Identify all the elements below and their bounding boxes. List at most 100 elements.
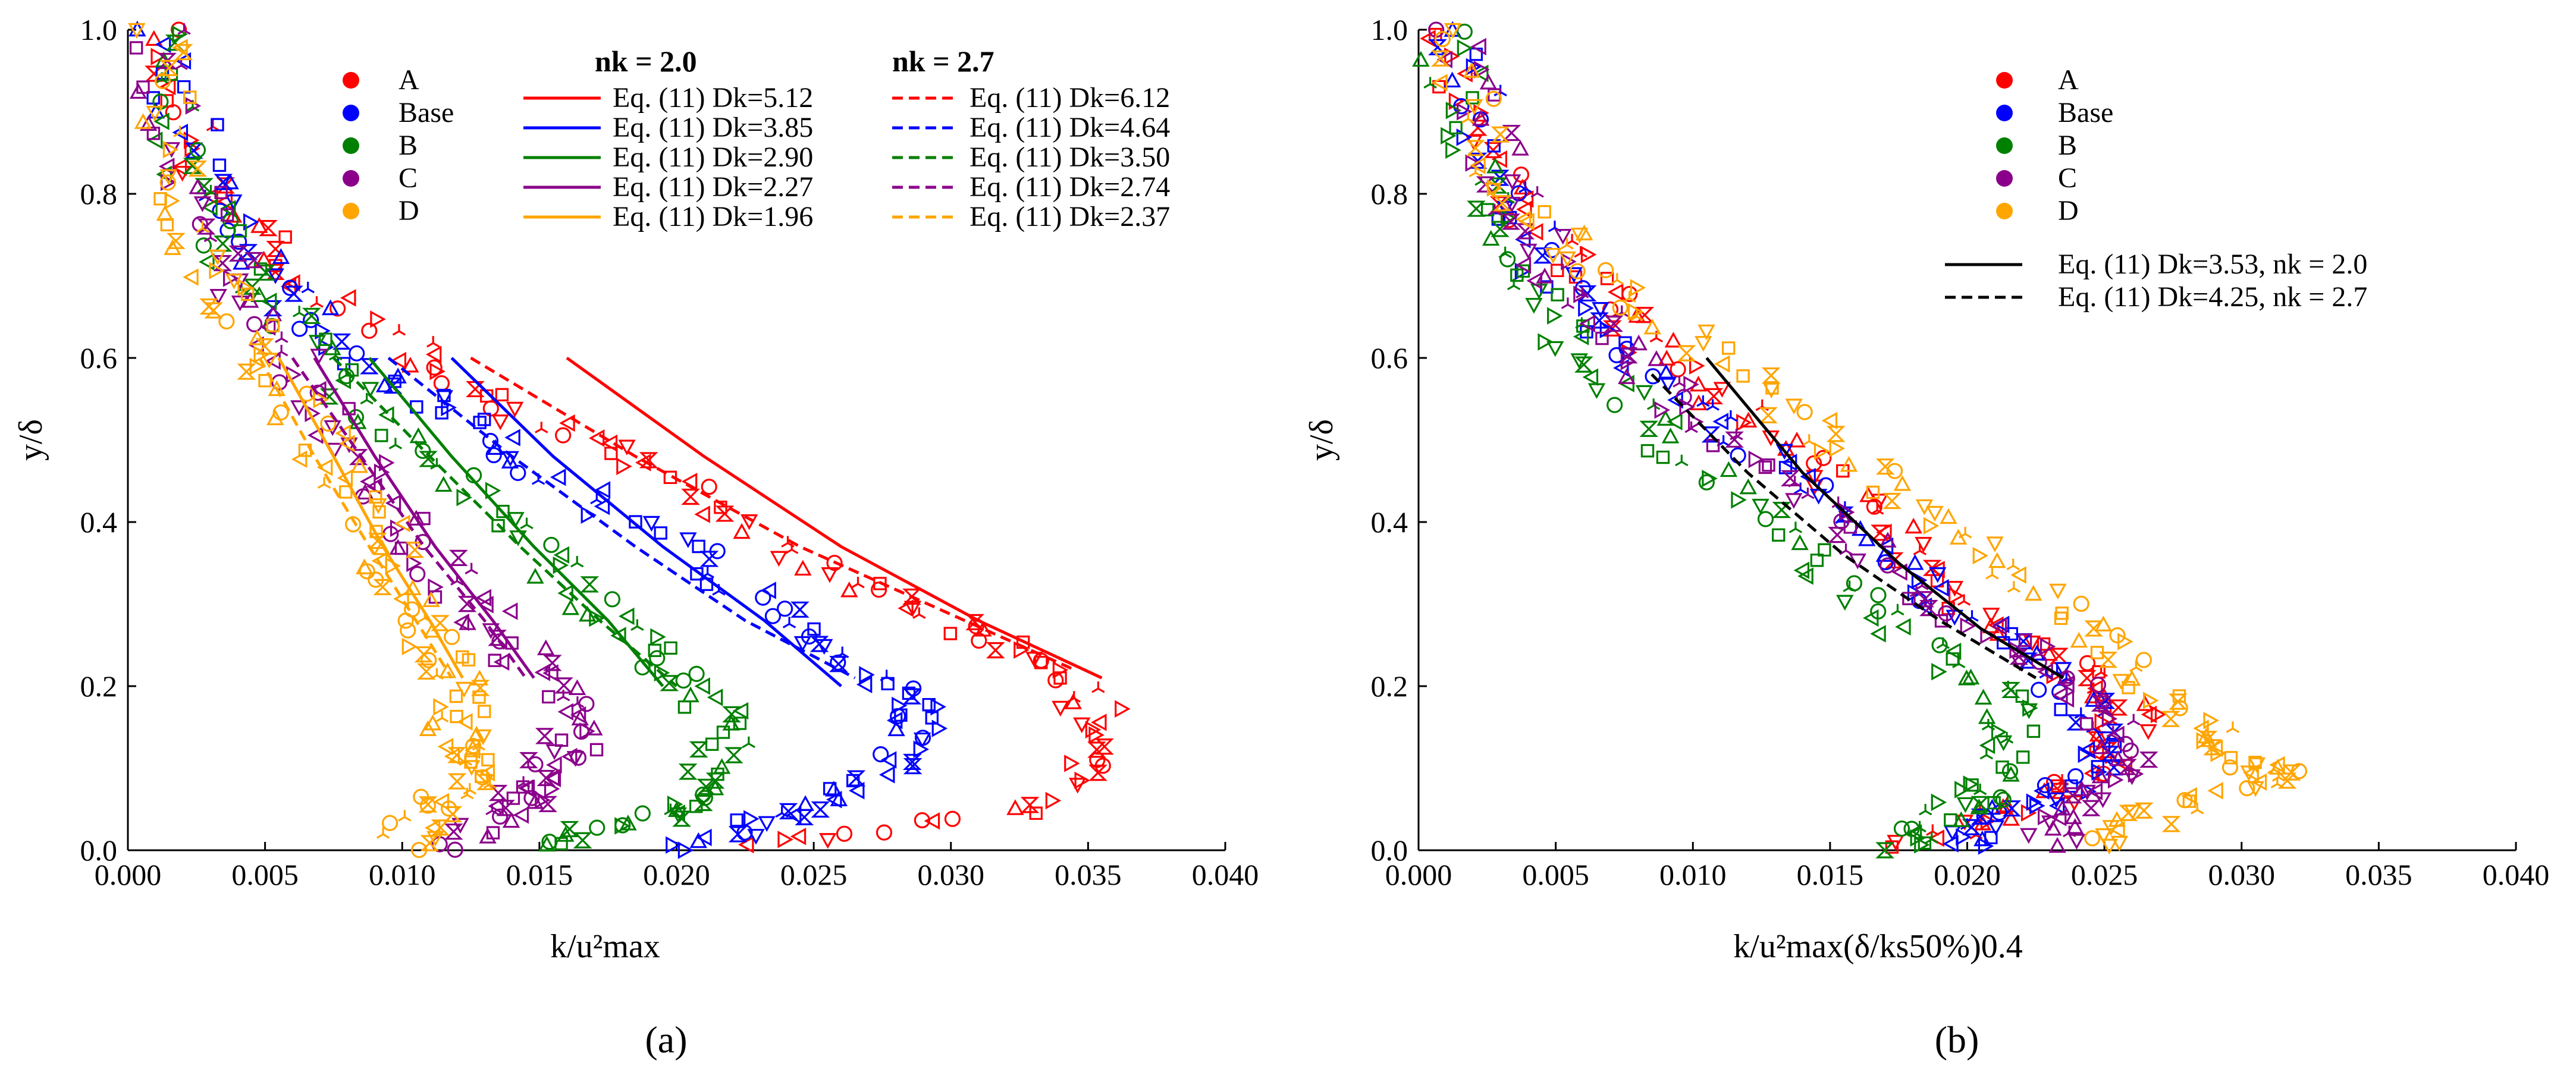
- panel-b-label: (b): [1935, 1019, 1979, 1061]
- data-point: [1683, 375, 1699, 394]
- data-point: [1441, 127, 1457, 145]
- data-point: [1607, 397, 1623, 413]
- model-curve: [313, 357, 535, 679]
- legend-label: A: [399, 64, 419, 96]
- data-point: [1595, 331, 1609, 345]
- data-point: [732, 702, 749, 720]
- data-point: [2024, 584, 2042, 601]
- data-point: [189, 142, 206, 158]
- data-point: [733, 716, 747, 730]
- data-point: [776, 601, 793, 617]
- data-point: [2050, 647, 2069, 664]
- data-point: [660, 675, 679, 691]
- legend-marker-base: [1996, 105, 2013, 121]
- data-point: [1527, 223, 1543, 241]
- data-point: [376, 827, 390, 839]
- data-point: [372, 505, 386, 519]
- data-point: [1785, 493, 1803, 509]
- model-curve: [332, 357, 678, 687]
- data-point: [1870, 503, 1884, 515]
- data-point: [209, 289, 227, 305]
- y-axis-label: y/δ: [12, 419, 49, 461]
- data-point: [815, 639, 833, 655]
- data-point: [570, 556, 584, 568]
- data-point: [272, 248, 290, 264]
- data-point: [807, 622, 821, 636]
- data-point: [456, 488, 472, 507]
- data-point: [501, 452, 519, 469]
- data-point: [390, 351, 407, 370]
- legend-label: C: [399, 162, 418, 194]
- scatter-series-base: [128, 20, 948, 859]
- data-point: [1960, 617, 1976, 635]
- data-point: [594, 481, 611, 499]
- data-point: [1592, 301, 1609, 318]
- data-point: [986, 642, 1005, 659]
- data-point: [2150, 705, 2167, 724]
- data-point: [1721, 341, 1736, 355]
- data-point: [689, 800, 703, 813]
- data-point: [400, 622, 416, 639]
- legend-marker-base: [343, 105, 359, 121]
- data-point: [526, 568, 544, 584]
- data-point: [1978, 837, 1994, 855]
- data-point: [444, 747, 460, 765]
- data-point: [188, 160, 208, 177]
- data-point: [2248, 756, 2262, 769]
- data-point: [2066, 818, 2084, 834]
- data-point: [728, 826, 748, 843]
- data-point: [1573, 285, 1589, 303]
- data-point: [435, 476, 453, 492]
- data-point: [2207, 782, 2223, 800]
- legend-label: Eq. (11) Dk=2.37: [969, 201, 1170, 232]
- data-point: [243, 278, 262, 295]
- data-point: [1598, 262, 1614, 278]
- data-point: [324, 420, 341, 436]
- legend-marker-c: [1996, 170, 2013, 187]
- data-point: [1503, 174, 1521, 190]
- data-point: [162, 140, 179, 159]
- data-point: [1780, 470, 1800, 486]
- data-point: [1956, 815, 1974, 831]
- data-point: [614, 817, 631, 834]
- data-point: [538, 796, 557, 812]
- data-point: [1730, 447, 1746, 464]
- data-point: [2161, 711, 2180, 727]
- data-point: [470, 669, 489, 686]
- data-point: [1696, 395, 1710, 407]
- data-point: [146, 91, 160, 105]
- y-tick-label: 1.0: [80, 13, 118, 46]
- data-point: [1518, 212, 1535, 231]
- data-point: [160, 94, 174, 108]
- data-point: [1684, 421, 1698, 433]
- data-point: [437, 737, 454, 756]
- data-point: [777, 831, 793, 848]
- legend-label: B: [2058, 130, 2077, 161]
- data-point: [430, 668, 444, 680]
- data-point: [556, 689, 570, 702]
- data-point: [561, 599, 580, 615]
- data-point: [2054, 611, 2068, 625]
- data-point: [2070, 631, 2088, 648]
- data-point: [770, 551, 788, 567]
- data-point: [481, 753, 495, 767]
- data-point: [1443, 71, 1461, 88]
- data-point: [1688, 413, 1704, 431]
- data-point: [1576, 287, 1589, 298]
- data-point: [649, 650, 666, 667]
- data-point: [819, 833, 837, 849]
- data-point: [488, 653, 501, 667]
- data-point: [284, 285, 303, 302]
- data-point: [189, 178, 206, 194]
- data-point: [1621, 285, 1638, 303]
- data-point: [1546, 341, 1564, 357]
- data-point: [290, 400, 308, 416]
- data-point: [1423, 77, 1437, 89]
- data-point: [557, 703, 574, 721]
- data-point: [465, 562, 478, 575]
- data-point: [146, 131, 163, 149]
- data-point: [1765, 381, 1779, 395]
- data-point: [2058, 690, 2075, 708]
- data-point: [375, 429, 388, 442]
